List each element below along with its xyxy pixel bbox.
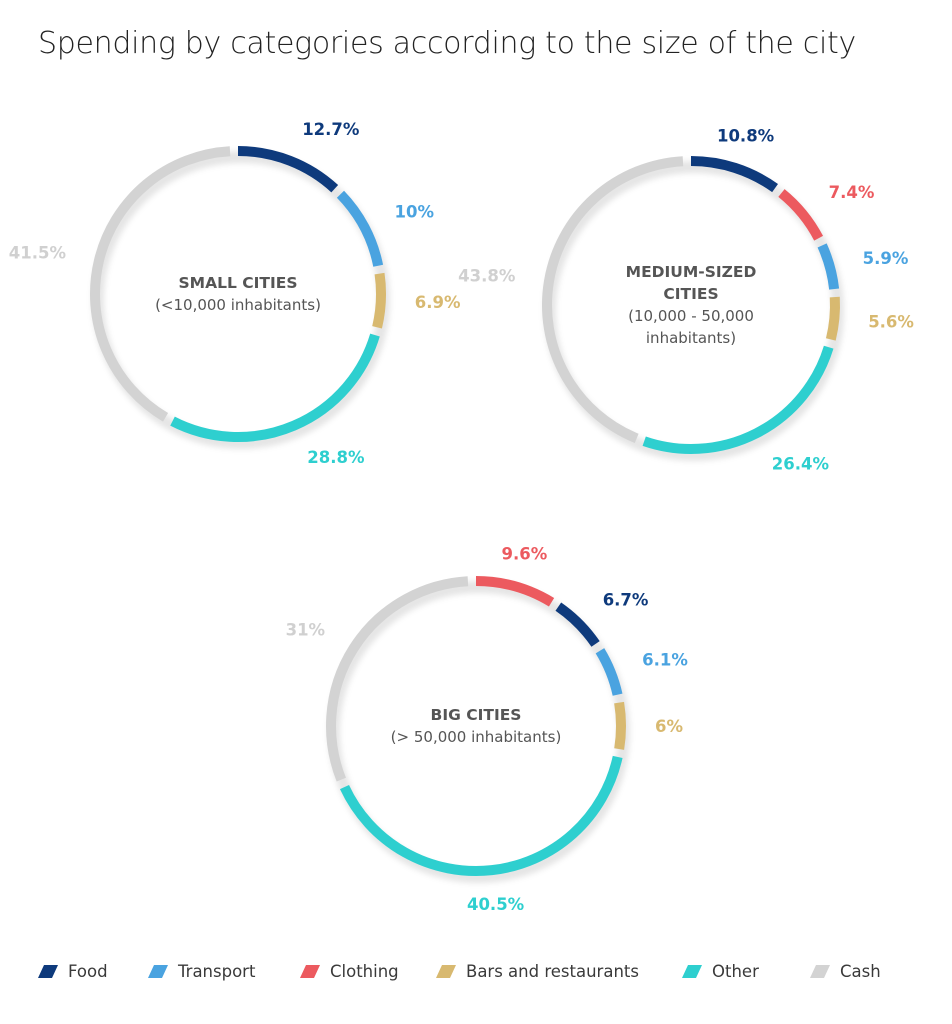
slice-label: 5.9% — [863, 249, 909, 268]
slice-label: 12.7% — [302, 120, 360, 139]
slice-clothing — [778, 189, 824, 241]
legend-label: Food — [68, 962, 108, 981]
slice-transport — [336, 190, 384, 267]
center-subtitle: (> 50,000 inhabitants) — [391, 728, 562, 746]
slice-clothing — [475, 576, 555, 607]
slice-label: 6% — [655, 717, 683, 736]
slice-label: 5.6% — [868, 313, 914, 332]
donut-chart-2: 10.8% 7.4% 5.9% 5.6% 26.4% 43.8% MEDIUM-SIZED C… — [458, 127, 914, 474]
slice-label: 26.4% — [772, 455, 830, 474]
slice-label: 6.7% — [603, 591, 649, 610]
center-title: MEDIUM-SIZED — [626, 263, 757, 281]
center-subtitle: inhabitants) — [646, 329, 736, 347]
slice-bars-and-restaurants — [825, 296, 840, 341]
slice-label: 10.8% — [717, 127, 775, 146]
slice-transport — [817, 243, 840, 290]
slice-label: 40.5% — [467, 895, 525, 914]
slice-bars-and-restaurants — [372, 272, 386, 329]
slice-label: 10% — [395, 202, 435, 221]
slice-cash — [326, 576, 469, 782]
slice-label: 41.5% — [9, 243, 67, 262]
legend-swatch — [810, 965, 830, 978]
legend-swatch — [148, 965, 168, 978]
slice-other — [170, 333, 380, 442]
slice-label: 9.6% — [502, 545, 548, 564]
legend-item-cash: Cash — [810, 962, 881, 981]
legend-label: Cash — [840, 962, 881, 981]
slice-food — [555, 602, 600, 647]
legend-swatch — [682, 965, 702, 978]
slice-other — [642, 345, 834, 455]
slice-label: 31% — [286, 621, 326, 640]
legend-label: Bars and restaurants — [466, 962, 639, 981]
legend-item-food: Food — [38, 962, 108, 981]
legend-label: Other — [712, 962, 759, 981]
donut-charts: 12.7% 10% 6.9% 28.8% 41.5% SMALL CITIES (<10,0… — [9, 120, 915, 914]
slice-cash — [89, 146, 231, 422]
center-subtitle: (10,000 - 50,000 — [628, 307, 754, 325]
slice-cash — [541, 156, 684, 443]
center-title: SMALL CITIES — [179, 274, 298, 292]
legend-swatch — [436, 965, 456, 978]
legend: Food Transport Clothing Bars and restaurant… — [0, 960, 952, 990]
center-subtitle: (<10,000 inhabitants) — [155, 296, 321, 314]
legend-label: Clothing — [330, 962, 399, 981]
slice-label: 7.4% — [829, 183, 875, 202]
donut-chart-3: 9.6% 6.7% 6.1% 6% 40.5% 31% BIG CITIES (> 50,00… — [286, 545, 689, 914]
legend-item-bars-and-restaurants: Bars and restaurants — [436, 962, 639, 981]
slice-food — [690, 156, 778, 193]
slice-food — [237, 146, 339, 193]
center-title: BIG CITIES — [431, 706, 522, 724]
slice-label: 6.9% — [415, 293, 461, 312]
legend-label: Transport — [178, 962, 256, 981]
slice-bars-and-restaurants — [614, 701, 626, 750]
legend-item-other: Other — [682, 962, 759, 981]
slice-label: 43.8% — [458, 267, 516, 286]
legend-swatch — [300, 965, 320, 978]
slice-label: 6.1% — [642, 650, 688, 669]
legend-swatch — [38, 965, 58, 978]
legend-item-transport: Transport — [148, 962, 255, 981]
slice-other — [339, 755, 623, 876]
donut-chart-1: 12.7% 10% 6.9% 28.8% 41.5% SMALL CITIES (<10,0… — [9, 120, 461, 467]
slice-transport — [595, 648, 623, 696]
legend-item-clothing: Clothing — [300, 962, 399, 981]
center-title: CITIES — [663, 285, 718, 303]
slice-label: 28.8% — [307, 448, 365, 467]
page-title: Spending by categories according to the … — [38, 26, 856, 61]
